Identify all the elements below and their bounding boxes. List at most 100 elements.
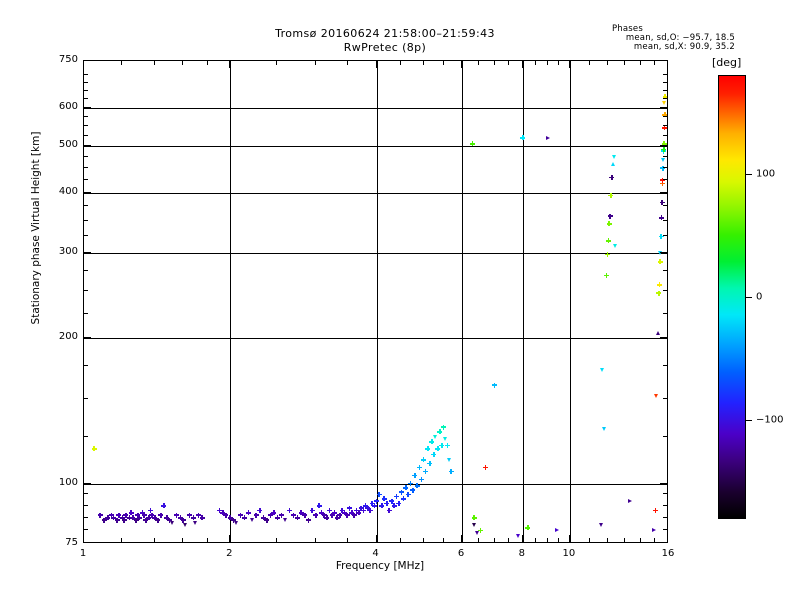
axis-tick: [663, 134, 668, 136]
axis-tick: [83, 337, 91, 339]
axis-tick: [660, 191, 668, 193]
axis-tick: [521, 535, 523, 543]
axis-tick: [276, 60, 278, 65]
plot-area[interactable]: [83, 60, 668, 543]
axis-tick: [663, 504, 668, 506]
axis-tick: [207, 538, 209, 543]
axis-tick: [400, 538, 402, 543]
axis-tick: [508, 60, 510, 65]
axis-tick: [83, 435, 88, 437]
colorbar-tick-label: −100: [756, 414, 784, 426]
axis-tick: [83, 106, 91, 108]
axis-tick: [660, 482, 668, 484]
axis-tick: [182, 60, 184, 65]
axis-tick: [276, 538, 278, 543]
axis-tick: [442, 538, 444, 543]
axis-tick: [663, 219, 668, 221]
axis-tick: [207, 60, 209, 65]
x-tick-label: 10: [562, 548, 576, 559]
y-tick-label: 400: [58, 185, 78, 197]
gridline-horizontal: [84, 338, 667, 340]
y-tick-label: 100: [58, 476, 78, 488]
axis-tick: [493, 538, 495, 543]
axis-tick: [607, 60, 609, 65]
axis-tick: [83, 365, 88, 367]
x-tick-label: 4: [372, 548, 379, 559]
axis-tick: [663, 205, 668, 207]
axis-tick: [663, 115, 668, 117]
axis-tick: [663, 312, 668, 314]
axis-tick: [663, 82, 668, 84]
colorbar-tick: [746, 297, 752, 298]
phases-annotation-o-mode: mean, sd,O: −95.7, 18.5: [625, 33, 735, 43]
axis-tick: [521, 60, 523, 68]
axis-tick: [182, 538, 184, 543]
axis-tick: [83, 529, 88, 531]
axis-tick: [461, 535, 463, 543]
axis-tick: [83, 482, 91, 484]
axis-tick: [442, 60, 444, 65]
axis-tick: [663, 155, 668, 157]
axis-tick: [663, 74, 668, 76]
axis-tick: [83, 312, 88, 314]
gridline-vertical: [462, 61, 464, 542]
axis-tick: [663, 516, 668, 518]
axis-tick: [375, 60, 377, 68]
colorbar[interactable]: 100 0 −100: [718, 75, 783, 519]
figure-subtitle: RwPretec (8p): [343, 41, 427, 54]
colorbar-unit-label: [deg]: [712, 56, 742, 69]
y-axis-label: Stationary phase Virtual Height [km]: [30, 131, 42, 325]
axis-tick: [83, 205, 88, 207]
colorbar-tick-label: 100: [756, 168, 776, 180]
y-tick-label: 200: [58, 331, 78, 343]
gridline-vertical: [230, 61, 232, 542]
axis-tick: [83, 219, 88, 221]
axis-tick: [477, 538, 479, 543]
axis-tick: [663, 290, 668, 292]
axis-tick: [83, 516, 88, 518]
axis-tick: [477, 60, 479, 65]
y-tick-label: 750: [58, 54, 78, 65]
figure-title: Tromsø 20160624 21:58:00–21:59:43: [275, 27, 495, 40]
colorbar-gradient: [718, 75, 746, 519]
x-tick-label: 6: [457, 548, 465, 559]
axis-tick: [568, 535, 570, 543]
phases-annotation-heading: Phases: [611, 24, 643, 34]
axis-tick: [663, 90, 668, 92]
axis-tick: [347, 60, 349, 65]
axis-tick: [347, 538, 349, 543]
axis-tick: [588, 60, 590, 65]
gridline-vertical: [376, 61, 378, 542]
axis-tick: [83, 179, 88, 181]
axis-tick: [83, 74, 88, 76]
axis-tick: [153, 538, 155, 543]
y-tick-label: 600: [58, 100, 78, 112]
axis-tick: [654, 60, 656, 65]
axis-tick: [660, 337, 668, 339]
colorbar-tick: [746, 420, 752, 422]
axis-tick: [121, 538, 123, 543]
axis-tick: [83, 90, 88, 92]
axis-tick: [83, 270, 88, 272]
axis-tick: [83, 155, 88, 157]
axis-tick: [607, 538, 609, 543]
axis-tick: [558, 538, 559, 543]
axis-tick: [461, 60, 463, 68]
axis-tick: [660, 145, 668, 147]
axis-tick: [639, 60, 641, 65]
axis-tick: [83, 504, 88, 506]
axis-tick: [663, 365, 668, 367]
gridline-vertical: [522, 61, 524, 542]
axis-tick: [624, 60, 626, 65]
axis-tick: [663, 167, 668, 169]
gridline-horizontal: [84, 483, 667, 485]
x-tick-label: 16: [661, 548, 675, 559]
axis-tick: [83, 98, 88, 100]
axis-tick: [153, 60, 155, 65]
axis-tick: [422, 538, 424, 543]
axis-tick: [654, 538, 656, 543]
axis-tick: [83, 134, 88, 136]
y-tick-label: 75: [65, 537, 78, 548]
axis-tick: [83, 235, 88, 237]
